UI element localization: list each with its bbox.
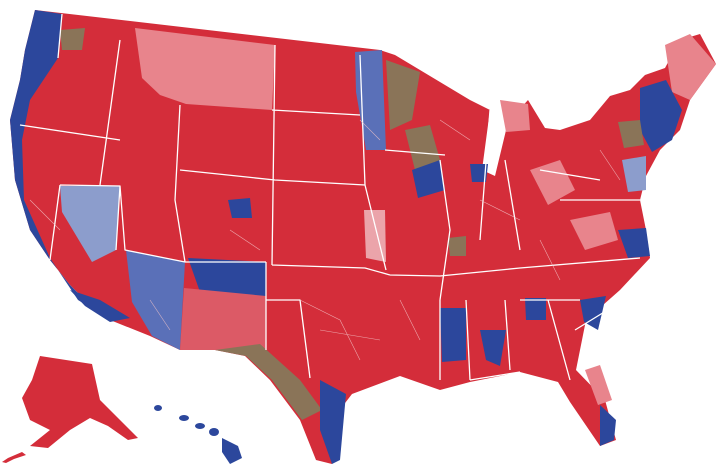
region <box>600 405 616 446</box>
region <box>530 160 575 205</box>
state-border <box>19 13 641 381</box>
contiguous-us <box>10 10 716 464</box>
district-lines <box>29 119 621 361</box>
region <box>10 10 110 320</box>
region <box>215 344 322 420</box>
region <box>665 34 716 100</box>
region <box>500 100 530 132</box>
region <box>405 125 440 170</box>
region <box>412 160 445 198</box>
region <box>386 60 420 130</box>
region <box>228 198 252 218</box>
region <box>570 212 618 250</box>
region <box>70 290 130 322</box>
region <box>320 380 346 464</box>
island <box>209 428 219 436</box>
region <box>135 28 275 110</box>
region <box>525 298 546 320</box>
region <box>640 80 682 152</box>
region <box>618 228 650 258</box>
island <box>179 415 189 421</box>
region <box>480 330 506 366</box>
region <box>580 296 606 330</box>
region <box>60 186 120 262</box>
region <box>585 365 612 405</box>
island <box>195 423 205 429</box>
alaska <box>22 356 138 448</box>
region <box>470 164 488 182</box>
region <box>180 288 266 350</box>
aleutians <box>2 452 26 463</box>
island <box>222 438 242 464</box>
region <box>622 156 646 192</box>
hawaii <box>154 405 242 464</box>
region <box>60 28 85 50</box>
region <box>618 120 644 148</box>
region <box>126 250 185 350</box>
region <box>448 236 466 256</box>
island <box>154 405 162 411</box>
region <box>440 308 466 362</box>
